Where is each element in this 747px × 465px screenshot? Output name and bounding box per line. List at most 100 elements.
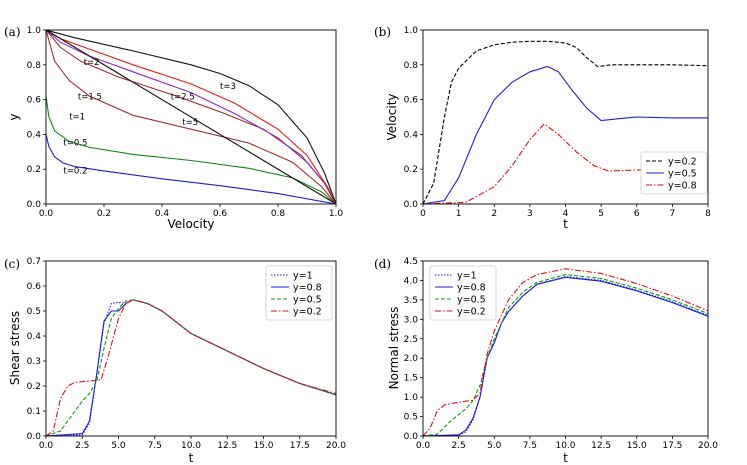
x-tick-label: 7.5 (523, 441, 537, 451)
x-tick-label: 1.0 (329, 209, 344, 219)
legend-entry: y=0.5 (668, 169, 697, 180)
x-tick-label: 10.0 (181, 441, 201, 451)
x-tick-label: 12.5 (591, 441, 611, 451)
panel-label: (c) (4, 257, 20, 271)
x-tick-label: 5.0 (487, 441, 502, 451)
annotation: t=1 (69, 113, 85, 123)
x-tick-label: 15.0 (253, 441, 273, 451)
x-axis-label: Velocity (167, 217, 214, 231)
x-tick-label: 8 (705, 209, 711, 219)
x-tick-label: 5 (598, 209, 604, 219)
x-tick-label: 0.0 (39, 209, 54, 219)
x-tick-label: 2 (491, 209, 497, 219)
annotation: t=0.5 (63, 139, 87, 149)
x-tick-label: 17.5 (290, 441, 310, 451)
panel-b: 0 1 2 3 4 5 6 7 8 0.0 0.2 0.4 0.6 0.8 1.0 (b) t Velocity y… (374, 25, 711, 231)
y-tick-label: 1.0 (404, 393, 419, 403)
y-tick-label: 1.0 (404, 26, 419, 36)
x-tick-label: 15.0 (627, 441, 647, 451)
y-axis-label: Shear stress (8, 311, 22, 385)
legend-entry: y=0.2 (293, 307, 322, 318)
panel-a: 0.0 0.2 0.4 0.6 0.8 1.0 0.0 0.2 0.4 0.6 0.8 1.0 (a) V… (4, 25, 343, 231)
annotation: t=2 (84, 58, 100, 68)
y-axis-label: y (7, 113, 21, 120)
y-tick-label: 0.2 (404, 165, 418, 175)
x-tick-label: 10.0 (555, 441, 575, 451)
x-tick-label: 7.5 (148, 441, 162, 451)
legend-box (640, 151, 708, 195)
x-tick-label: 1 (456, 209, 462, 219)
axes-frame (45, 29, 337, 205)
series-line-2 (46, 299, 336, 436)
y-tick-label: 0.8 (404, 61, 419, 71)
x-tick-label: 0.6 (213, 209, 228, 219)
legend-box (429, 265, 497, 321)
y-axis-label: Normal stress (387, 307, 401, 390)
legend-entry: y=0.8 (457, 283, 486, 294)
y-tick-label: 4.5 (404, 257, 418, 267)
y-tick-label: 0.0 (404, 432, 419, 442)
y-tick-label: 1.0 (27, 26, 42, 36)
x-tick-label: 0.4 (155, 209, 170, 219)
x-tick-label: 12.5 (217, 441, 237, 451)
series-line-2 (423, 123, 708, 204)
y-tick-label: 0.1 (27, 407, 41, 417)
y-tick-label: 0.0 (27, 432, 42, 442)
legend-entry: y=0.8 (668, 181, 697, 192)
series-line-4 (46, 30, 336, 204)
panel-c: 0.0 2.5 5.0 7.5 10.0 12.5 15.0 17.5 20.0 0.0 0.1 0.… (4, 257, 346, 465)
x-tick-label: 4 (563, 209, 569, 219)
legend-entry: y=0.5 (293, 295, 322, 306)
panel-d: 0.0 2.5 5.0 7.5 10.0 12.5 15.0 17.5 20.0 0.0 0.5 1.… (374, 257, 718, 465)
x-tick-label: 0.0 (416, 441, 431, 451)
legend-entry: y=0.8 (293, 283, 322, 294)
x-tick-label: 20.0 (698, 441, 718, 451)
y-tick-label: 0.5 (404, 413, 418, 423)
y-tick-label: 0.3 (27, 357, 41, 367)
y-tick-label: 1.5 (404, 374, 418, 384)
x-tick-label: 2.5 (451, 441, 465, 451)
panel-label: (d) (374, 257, 391, 271)
x-tick-label: 17.5 (662, 441, 682, 451)
series-line-2 (423, 274, 708, 436)
x-axis-label: t (563, 217, 568, 231)
y-tick-label: 0.6 (27, 96, 42, 106)
series-line-1 (423, 65, 708, 204)
series-line-0 (423, 40, 708, 204)
series-line-0 (46, 134, 336, 204)
series-line-5 (46, 30, 336, 204)
y-tick-label: 0.6 (27, 282, 42, 292)
panel-label: (b) (374, 25, 391, 39)
series-line-7 (46, 30, 336, 204)
series-line-1 (423, 276, 708, 436)
legend-entry: y=1 (293, 271, 313, 282)
y-tick-label: 0.4 (27, 332, 42, 342)
annotation: t=5 (182, 118, 198, 128)
x-tick-label: 5.0 (111, 441, 126, 451)
y-tick-label: 0.4 (404, 130, 419, 140)
series-line-3 (46, 299, 336, 436)
x-tick-label: 20.0 (326, 441, 346, 451)
annotation: t=3 (220, 82, 236, 92)
y-tick-label: 0.7 (27, 257, 41, 267)
y-tick-label: 4.0 (404, 276, 419, 286)
x-axis-label: t (563, 451, 568, 465)
x-tick-label: 7 (670, 209, 676, 219)
annotation: t=0.2 (63, 167, 87, 177)
y-tick-label: 0.4 (27, 130, 42, 140)
y-tick-label: 3.0 (404, 315, 419, 325)
legend-box (265, 265, 333, 321)
y-axis-label: Velocity (385, 93, 399, 140)
y-tick-label: 2.0 (404, 354, 419, 364)
y-tick-label: 2.5 (404, 335, 418, 345)
x-axis-label: t (189, 451, 194, 465)
y-tick-label: 3.5 (404, 296, 418, 306)
y-tick-label: 0.0 (404, 200, 419, 210)
y-tick-label: 0.5 (27, 307, 41, 317)
x-tick-label: 3 (527, 209, 533, 219)
legend-entry: y=0.2 (457, 307, 486, 318)
legend-entry: y=0.5 (457, 295, 486, 306)
x-tick-label: 0 (420, 209, 426, 219)
y-tick-label: 0.0 (27, 200, 42, 210)
